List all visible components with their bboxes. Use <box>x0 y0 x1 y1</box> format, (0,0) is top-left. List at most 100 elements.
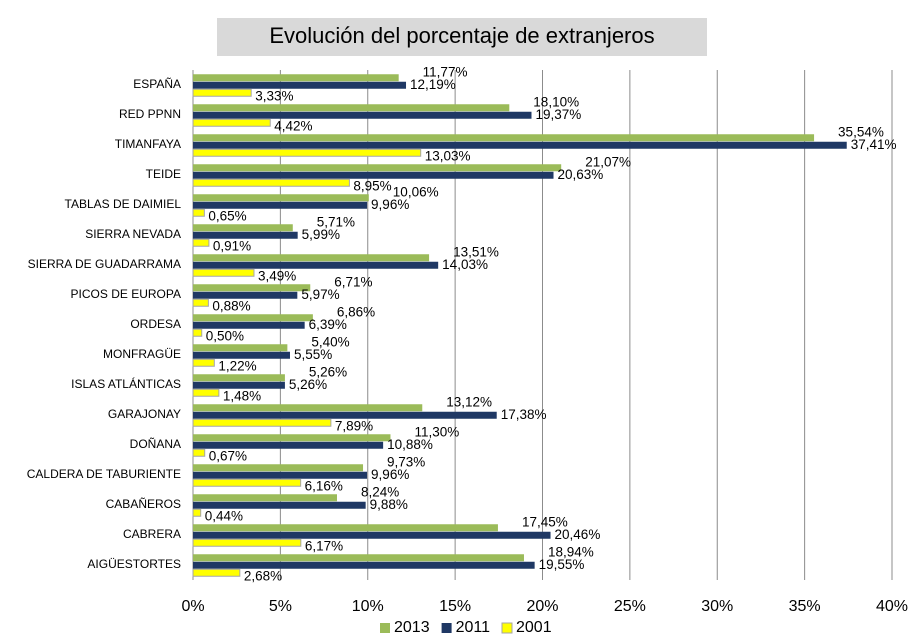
bar <box>192 178 350 187</box>
value-label: 13,12% <box>446 395 492 410</box>
value-label: 5,26% <box>309 365 347 380</box>
bar <box>192 88 252 97</box>
bar <box>192 448 206 457</box>
bar <box>193 231 298 239</box>
bar <box>193 194 369 202</box>
value-label: 7,89% <box>335 419 373 434</box>
bar <box>192 568 241 577</box>
bar <box>193 554 524 562</box>
bar <box>193 531 551 539</box>
bar <box>193 411 497 419</box>
value-label: 2,68% <box>244 569 282 584</box>
bar <box>193 404 423 412</box>
bar <box>193 134 815 142</box>
category-label: SIERRA NEVADA <box>85 227 181 241</box>
value-label: 9,96% <box>371 467 409 482</box>
legend-label: 2013 <box>394 619 430 636</box>
category-label: MONFRAGÜE <box>103 347 181 361</box>
value-label: 4,42% <box>274 119 312 134</box>
value-label: 5,99% <box>302 227 340 242</box>
value-label: 8,95% <box>353 179 391 194</box>
value-label: 1,48% <box>223 389 261 404</box>
bar <box>193 351 290 359</box>
category-label: CABRERA <box>123 527 181 541</box>
x-tick-label: 20% <box>526 598 558 615</box>
value-label: 6,17% <box>305 539 343 554</box>
category-label: DOÑANA <box>130 437 181 451</box>
category-label: PICOS DE EUROPA <box>71 287 181 301</box>
value-label: 20,63% <box>558 167 604 182</box>
bar <box>193 441 384 449</box>
bar <box>193 261 439 269</box>
value-label: 5,40% <box>311 335 349 350</box>
bar <box>193 381 285 389</box>
value-label: 13,51% <box>453 245 499 260</box>
bar <box>193 171 554 179</box>
x-tick-label: 35% <box>789 598 821 615</box>
bar <box>192 268 255 277</box>
category-label: AIGÜESTORTES <box>87 557 181 571</box>
value-label: 5,26% <box>289 377 327 392</box>
bar <box>192 238 210 247</box>
value-label: 19,55% <box>539 557 585 572</box>
legend-label: 2011 <box>456 619 491 636</box>
value-label: 0,88% <box>212 299 250 314</box>
category-label: TABLAS DE DAIMIEL <box>65 197 182 211</box>
bar <box>193 561 535 569</box>
value-label: 11,30% <box>414 425 459 440</box>
bar <box>193 111 532 119</box>
value-label: 5,71% <box>317 215 355 230</box>
value-label: 11,77% <box>423 65 468 80</box>
category-label: CALDERA DE TABURIENTE <box>27 467 181 481</box>
value-label: 6,71% <box>334 275 372 290</box>
x-tick-label: 25% <box>614 598 646 615</box>
category-label: RED PPNN <box>119 107 181 121</box>
bar <box>193 464 364 472</box>
value-label: 20,46% <box>555 527 601 542</box>
bar <box>193 321 305 329</box>
x-tick-label: 0% <box>181 598 204 615</box>
x-tick-label: 10% <box>352 598 384 615</box>
value-label: 10,06% <box>393 185 439 200</box>
bar <box>192 118 271 127</box>
x-tick-label: 5% <box>269 598 292 615</box>
value-label: 17,45% <box>522 515 568 530</box>
category-label: ISLAS ATLÁNTICAS <box>71 376 181 391</box>
value-label: 18,94% <box>548 545 594 560</box>
bar <box>193 224 293 232</box>
category-label: TEIDE <box>146 167 181 181</box>
bar <box>193 104 510 112</box>
legend-label: 2001 <box>516 619 552 636</box>
chart-title: Evolución del porcentaje de extranjeros <box>269 23 654 48</box>
bar <box>193 291 298 299</box>
value-label: 19,37% <box>535 107 581 122</box>
bar <box>193 374 285 382</box>
bar <box>193 254 430 262</box>
bar <box>192 358 215 367</box>
bar <box>192 208 205 217</box>
category-label: SIERRA DE GUADARRAMA <box>28 257 181 271</box>
bar <box>192 478 302 487</box>
value-label: 6,16% <box>305 479 343 494</box>
bar <box>192 148 422 157</box>
value-label: 17,38% <box>501 407 547 422</box>
value-label: 9,96% <box>371 197 409 212</box>
category-label: GARAJONAY <box>108 407 181 421</box>
value-label: 3,33% <box>255 89 293 104</box>
value-label: 0,65% <box>208 209 246 224</box>
category-label: ORDESA <box>130 317 181 331</box>
value-label: 1,22% <box>218 359 256 374</box>
legend-swatch <box>380 623 390 633</box>
value-label: 21,07% <box>585 155 631 170</box>
value-label: 0,91% <box>213 239 251 254</box>
bar <box>193 201 368 209</box>
bar <box>193 314 313 322</box>
value-label: 9,88% <box>370 497 408 512</box>
value-label: 9,73% <box>387 455 425 470</box>
value-label: 3,49% <box>258 269 296 284</box>
value-label: 0,67% <box>209 449 247 464</box>
bar <box>192 388 220 397</box>
bar <box>193 524 498 532</box>
value-label: 6,86% <box>337 305 375 320</box>
